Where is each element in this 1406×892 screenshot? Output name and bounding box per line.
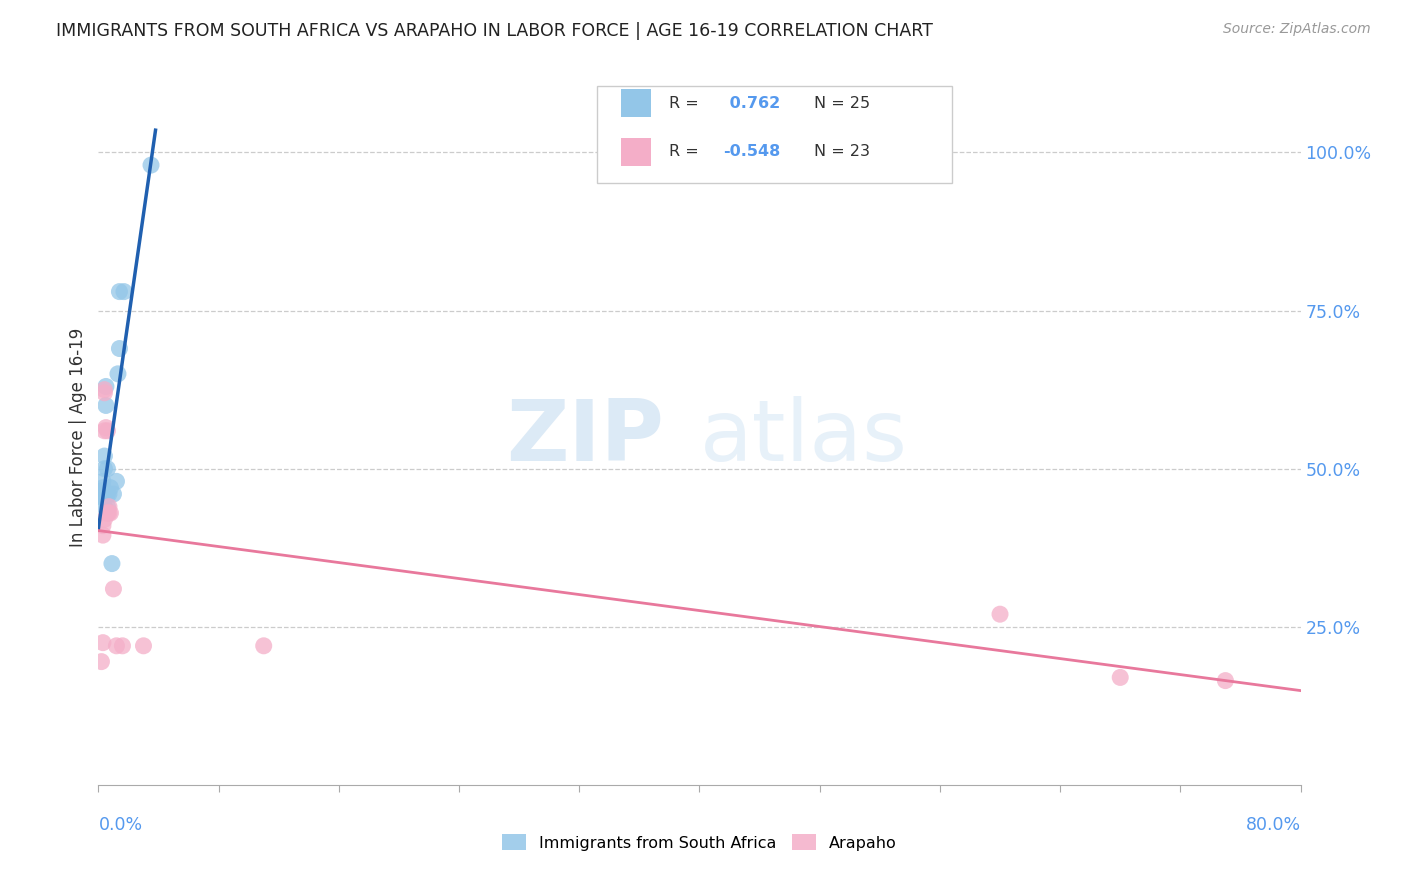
Point [108,342,131,356]
Point [93,512,115,526]
Point [100,481,122,495]
Point [111,639,134,653]
Point [139,158,162,172]
Point [91,528,114,542]
Point [91,481,114,495]
Text: IMMIGRANTS FROM SOUTH AFRICA VS ARAPAHO IN LABOR FORCE | AGE 16-19 CORRELATION C: IMMIGRANTS FROM SOUTH AFRICA VS ARAPAHO … [56,22,934,40]
Point [96,500,118,514]
Y-axis label: In Labor Force | Age 16-19: In Labor Force | Age 16-19 [69,327,87,547]
Point [94,379,117,393]
Point [93,385,115,400]
Point [97,500,120,514]
Text: atlas: atlas [700,395,907,479]
Point [1109,670,1132,684]
Text: 0.762: 0.762 [724,95,780,111]
Point [103,487,125,501]
Point [112,285,135,299]
Text: 80.0%: 80.0% [1246,816,1301,834]
Point [90,490,112,504]
Point [91,475,114,489]
Point [91,487,114,501]
Text: ZIP: ZIP [506,395,664,479]
Point [97,506,120,520]
Point [96,487,118,501]
Point [101,557,124,571]
Point [96,506,118,520]
Point [93,461,115,475]
Point [97,487,120,501]
Point [91,635,114,649]
Point [93,487,115,501]
Point [93,383,115,397]
FancyBboxPatch shape [621,138,651,166]
Point [105,639,128,653]
Point [105,475,128,489]
Text: Source: ZipAtlas.com: Source: ZipAtlas.com [1223,22,1371,37]
Point [108,285,131,299]
Point [103,582,125,596]
Point [253,639,276,653]
Point [91,490,114,504]
Point [90,655,112,669]
Point [96,506,118,520]
Point [93,449,115,463]
Point [90,483,112,498]
FancyBboxPatch shape [598,86,952,183]
Point [132,639,155,653]
Point [93,500,115,514]
Text: N = 25: N = 25 [814,95,870,111]
Text: N = 23: N = 23 [814,145,870,160]
Point [94,399,117,413]
Point [96,461,118,475]
Point [100,506,122,520]
Text: R =: R = [669,95,704,111]
FancyBboxPatch shape [621,89,651,117]
Text: 0.0%: 0.0% [98,816,142,834]
Point [988,607,1011,622]
Point [107,367,129,381]
Point [91,518,114,533]
Legend: Immigrants from South Africa, Arapaho: Immigrants from South Africa, Arapaho [496,828,903,857]
Point [93,424,115,438]
Text: R =: R = [669,145,704,160]
Text: -0.548: -0.548 [724,145,780,160]
Point [1215,673,1237,688]
Point [96,424,118,438]
Point [94,420,117,434]
